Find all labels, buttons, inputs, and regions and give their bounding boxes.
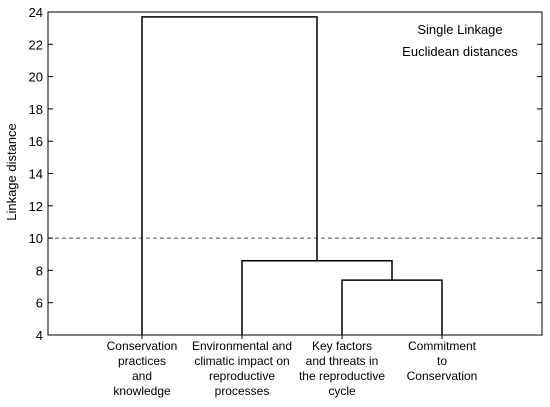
y-tick-label: 20 (29, 70, 43, 85)
dendrogram-links (141, 16, 443, 335)
merge-link-0 (341, 279, 443, 335)
y-tick-label: 10 (29, 231, 43, 246)
y-tick-label: 12 (29, 199, 43, 214)
y-tick-label: 14 (29, 167, 43, 182)
merge-link-2 (141, 16, 318, 335)
merge-link-1 (241, 259, 393, 335)
y-tick-label: 16 (29, 134, 43, 149)
leaf-label-line: Key factors (312, 339, 372, 353)
leaf-label-line: reproductive (209, 369, 275, 383)
leaf-label-line: Conservation (407, 369, 478, 383)
leaf-label-line: the reproductive (299, 369, 385, 383)
y-tick-label: 22 (29, 37, 43, 52)
plot-frame (47, 11, 543, 336)
leaf-label-line: Conservation (107, 339, 178, 353)
leaf-label-line: and (132, 369, 152, 383)
leaf-label-line: and threats in (306, 354, 379, 368)
leaf-label-line: practices (118, 354, 166, 368)
leaf-label-line: cycle (328, 384, 356, 398)
y-axis: 4 6 8 10 12 14 16 18 20 22 24 (29, 5, 542, 343)
leaf-labels: ConservationpracticesandknowledgeEnviron… (107, 335, 478, 398)
y-tick-label: 18 (29, 102, 43, 117)
annotation-distance: Euclidean distances (402, 44, 518, 59)
plot-area (47, 11, 543, 336)
annotation-method: Single Linkage (417, 22, 502, 37)
y-tick-label: 4 (36, 328, 43, 343)
y-tick-label: 6 (36, 296, 43, 311)
y-axis-title: Linkage distance (4, 123, 19, 221)
leaf-label-line: Commitment (408, 339, 477, 353)
leaf-label-line: to (437, 354, 447, 368)
leaf-label-line: climatic impact on (194, 354, 289, 368)
leaf-label-line: processes (215, 384, 270, 398)
y-tick-label: 24 (29, 5, 43, 20)
leaf-label-line: Environmental and (192, 339, 292, 353)
y-tick-label: 8 (36, 263, 43, 278)
leaf-label-line: knowledge (113, 384, 171, 398)
